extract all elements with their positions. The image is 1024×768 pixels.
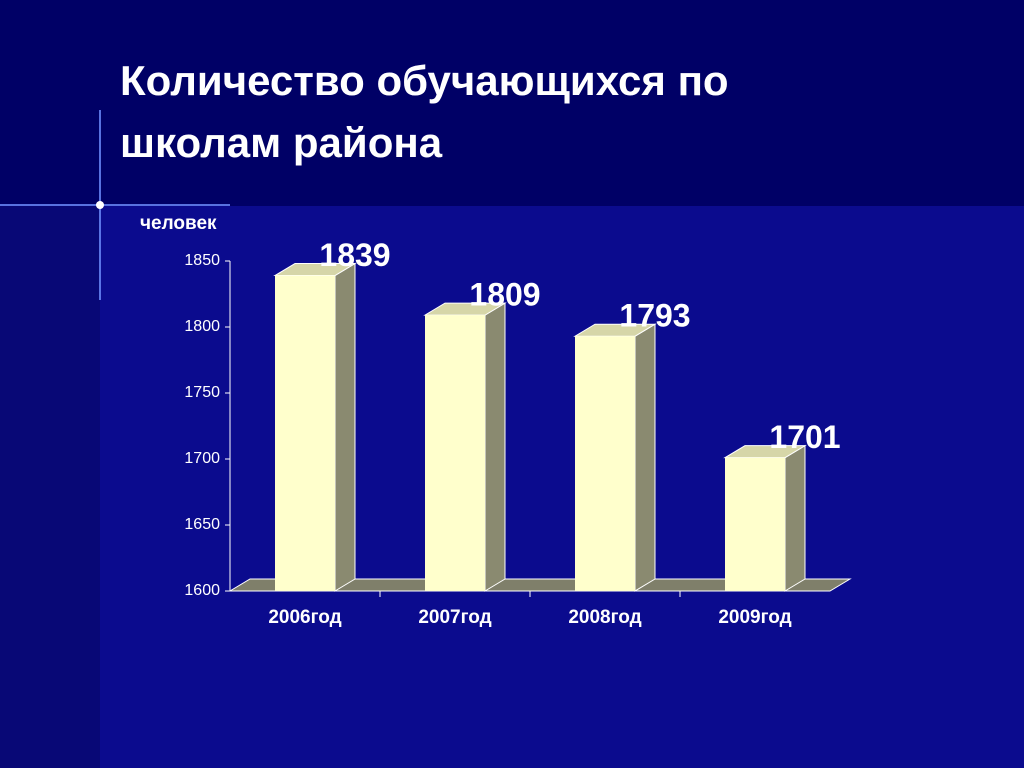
value-label: 1701 bbox=[769, 419, 840, 455]
y-tick-label: 1800 bbox=[184, 318, 220, 335]
top-band bbox=[0, 0, 1024, 206]
value-label: 1839 bbox=[319, 237, 390, 273]
x-tick-label: 2008год bbox=[568, 607, 641, 628]
bar-side bbox=[634, 323, 656, 592]
x-tick-label: 2007год bbox=[418, 607, 491, 628]
y-tick-label: 1750 bbox=[184, 384, 220, 401]
bar-side bbox=[784, 444, 806, 592]
bar bbox=[425, 315, 485, 591]
slide-title: Количество обучающихся по школам района bbox=[120, 57, 729, 166]
y-tick-label: 1850 bbox=[184, 252, 220, 269]
y-tick-label: 1700 bbox=[184, 450, 220, 467]
bar-side bbox=[334, 262, 356, 592]
value-label: 1809 bbox=[469, 277, 540, 313]
star bbox=[96, 201, 104, 209]
x-tick-label: 2006год bbox=[268, 607, 341, 628]
bar-side bbox=[484, 302, 506, 592]
bar bbox=[575, 336, 635, 591]
value-label: 1793 bbox=[619, 298, 690, 334]
bar bbox=[725, 457, 785, 591]
x-tick-label: 2009год bbox=[718, 607, 791, 628]
y-tick-label: 1650 bbox=[184, 516, 220, 533]
left-band bbox=[0, 206, 100, 768]
y-tick-label: 1600 bbox=[184, 582, 220, 599]
y-axis-label: человек bbox=[140, 213, 217, 234]
bar bbox=[275, 275, 335, 591]
